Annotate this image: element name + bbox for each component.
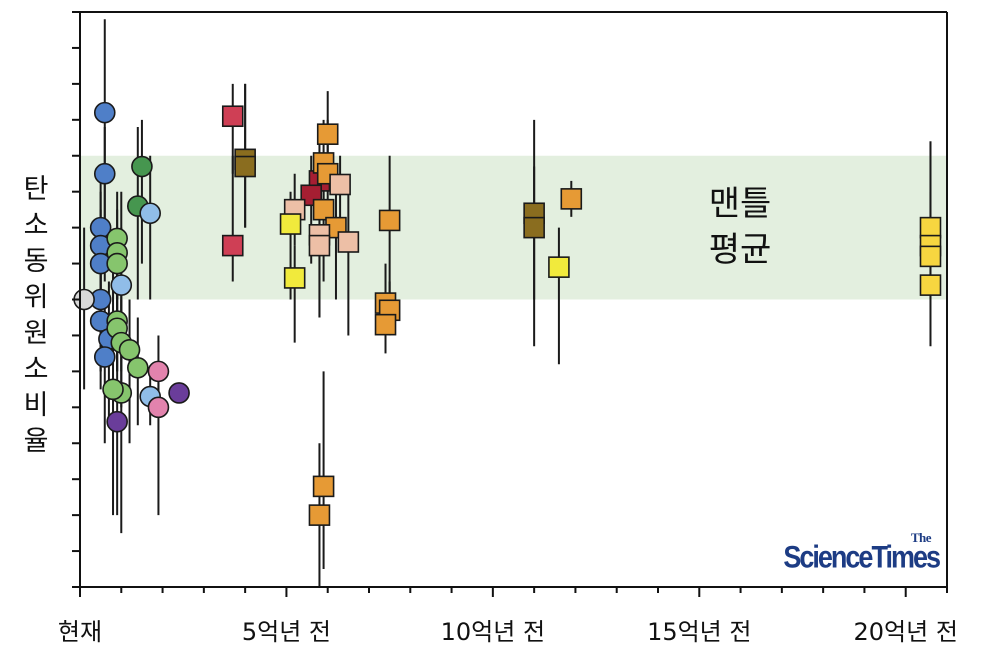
data-point-circle — [93, 162, 116, 185]
data-point-square — [308, 234, 331, 257]
data-point-circle — [102, 378, 124, 401]
data-point-circle — [118, 339, 141, 361]
data-point-square — [374, 313, 397, 336]
data-point-circle — [147, 396, 170, 419]
data-point-square — [919, 274, 942, 296]
data-point-circle — [106, 410, 128, 433]
data-point-square — [221, 105, 244, 128]
data-point-square — [316, 123, 339, 145]
y-axis-title-char: 원 — [23, 318, 49, 349]
science-times-logo: The ScienceTimes — [749, 530, 941, 576]
y-axis-title-char: 탄 — [23, 174, 49, 205]
data-point-circle — [147, 360, 170, 383]
data-point-circle — [93, 346, 116, 368]
data-point-square — [919, 216, 942, 239]
x-tick-label: 현재 — [58, 618, 102, 646]
data-point-square — [283, 267, 306, 289]
data-point-circle — [106, 252, 128, 275]
data-point-square — [378, 209, 401, 232]
data-point-square — [221, 234, 244, 257]
data-point-square — [548, 256, 570, 278]
data-point-circle — [139, 202, 161, 225]
data-point-square — [312, 198, 335, 221]
y-axis-title-char: 율 — [23, 426, 49, 457]
logo-the-text: The — [910, 530, 932, 545]
data-point-square — [919, 245, 942, 268]
mantle-average-label-line: 맨틀 — [709, 184, 772, 224]
y-axis-title-char: 소 — [23, 210, 49, 241]
data-point-circle — [93, 101, 116, 124]
mantle-average-label-line: 평균 — [709, 230, 772, 270]
logo-main-text: ScienceTimes — [783, 540, 941, 575]
y-axis-title-char: 위 — [23, 282, 49, 313]
data-point-circle — [110, 274, 133, 296]
x-tick-label: 15억년 전 — [647, 618, 751, 646]
data-point-square — [308, 504, 331, 526]
data-point-square — [337, 231, 360, 253]
mantle-average-band — [80, 155, 947, 300]
data-point-square — [560, 188, 583, 210]
data-point-square — [523, 216, 545, 239]
data-point-square — [329, 173, 351, 196]
y-axis-title-char: 소 — [23, 354, 49, 385]
y-axis-title-char: 동 — [23, 246, 49, 277]
data-point-square — [234, 155, 256, 178]
data-point-circle — [131, 155, 153, 178]
y-axis-title-char: 비 — [23, 390, 49, 421]
data-point-circle — [127, 356, 149, 379]
data-point-square — [279, 213, 302, 235]
data-point-square — [312, 475, 335, 498]
x-tick-label: 20억년 전 — [854, 618, 958, 646]
x-tick-label: 5억년 전 — [242, 618, 331, 646]
data-point-circle — [168, 382, 190, 404]
x-tick-label: 10억년 전 — [441, 618, 545, 646]
